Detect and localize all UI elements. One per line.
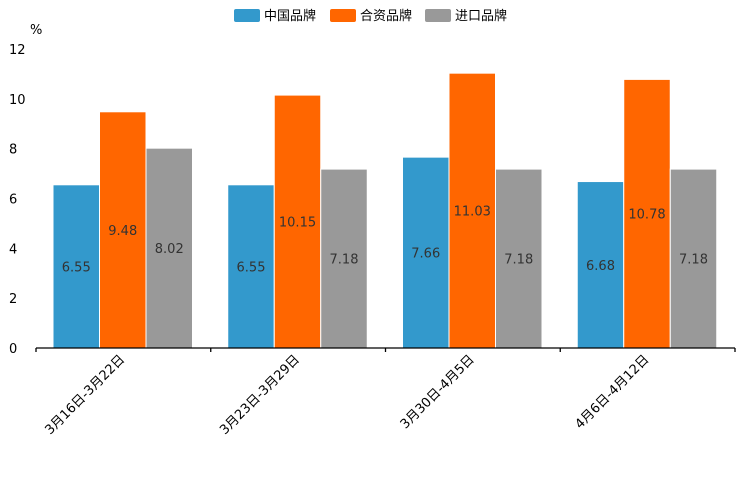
bar-1-4 [576,181,625,349]
data-label-2-3: 11.03 [454,205,491,220]
data-label-2-2: 10.15 [279,216,316,231]
bars: 6.55 9.48 8.02 6.55 10.15 7.18 7.66 11.03 7.18 6.… [52,72,718,349]
data-label-3-2: 7.18 [330,253,359,268]
legend-label-1: 中国品牌 [264,8,316,24]
x-axis: 3月16日-3月22日 3月23日-3月29日 3月30日-4月5日 4月6日-4月1… [35,347,736,438]
y-tick-label-12: 12 [9,43,26,58]
y-tick-label-0: 0 [9,342,17,357]
legend: 中国品牌 合资品牌 进口品牌 [234,8,507,24]
data-label-2-1: 9.48 [108,224,137,239]
y-tick-label-6: 6 [9,193,17,208]
data-label-3-1: 8.02 [155,242,184,257]
data-label-1-4: 6.68 [586,259,615,274]
y-axis: 0 2 4 6 8 10 12 [9,43,26,357]
data-label-1-1: 6.55 [62,260,91,275]
bar-1-1 [52,184,100,349]
x-category-label-3: 3月30日-4月5日 [398,352,478,432]
y-tick-label-8: 8 [9,143,17,158]
x-category-label-1: 3月16日-3月22日 [42,352,128,438]
legend-swatch-3 [425,9,451,22]
legend-swatch-2 [330,9,356,22]
x-category-label-4: 4月6日-4月12日 [573,352,653,432]
x-category-label-2: 3月23日-3月29日 [217,352,303,438]
y-tick-label-4: 4 [9,242,17,257]
y-tick-label-2: 2 [9,292,17,307]
data-label-1-2: 6.55 [237,260,266,275]
bar-2-1 [99,111,147,349]
bar-3-2 [320,168,368,349]
legend-label-2: 合资品牌 [360,8,412,24]
legend-label-3: 进口品牌 [455,8,507,24]
bar-3-1 [145,147,193,349]
y-axis-unit-label: % [30,23,42,38]
data-label-2-4: 10.78 [628,208,665,223]
y-tick-label-10: 10 [9,93,26,108]
data-label-1-3: 7.66 [411,247,440,262]
bar-3-4 [669,168,718,349]
bar-2-3 [448,72,496,349]
data-label-3-3: 7.18 [504,253,533,268]
bar-2-2 [273,94,322,349]
legend-swatch-1 [234,9,260,22]
data-label-3-4: 7.18 [679,253,708,268]
bar-1-2 [227,184,275,349]
